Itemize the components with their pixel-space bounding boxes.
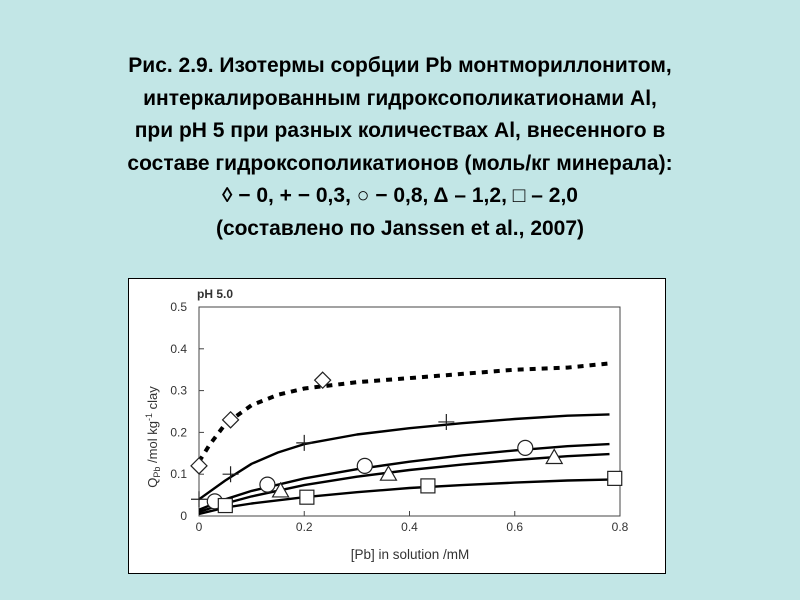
caption-line-4: составе гидроксополикатионов (моль/кг ми… — [127, 151, 673, 175]
y-tick-label: 0.3 — [170, 384, 187, 398]
y-label-end: clay — [145, 386, 160, 413]
y-tick-label: 0.1 — [170, 467, 187, 481]
sorption-isotherm-chart: 0 0.2 0.4 0.6 0.8 0 0.1 0.2 0.3 0.4 0.5 pH 5.0 [Pb… — [144, 287, 629, 562]
y-label-mid: /mol kg — [145, 421, 160, 467]
caption-line-5-legend: ◊ − 0, + − 0,3, ○ − 0,8, Δ – 1,2, □ – 2,… — [222, 184, 578, 207]
fit-curves — [197, 361, 610, 516]
data-point-circle — [356, 457, 373, 474]
y-tick-label: 0.4 — [170, 342, 187, 356]
figure-caption: Рис. 2.9. Изотермы сорбции Pb монтморилл… — [20, 50, 780, 245]
data-point-plus — [438, 413, 455, 430]
data-point-circle — [259, 476, 276, 493]
fit-curve-triangle — [198, 452, 610, 513]
data-point-plus — [222, 466, 239, 483]
data-point-plus — [191, 491, 207, 508]
y-label-sub: Pb — [152, 467, 162, 478]
caption-line-2: интеркалированным гидроксополикатионами … — [143, 86, 657, 110]
fit-curve-plus — [198, 413, 610, 501]
data-point-triangle — [545, 448, 564, 465]
y-label-q: Q — [145, 478, 160, 488]
caption-line-1: Рис. 2.9. Изотермы сорбции Pb монтморилл… — [128, 54, 672, 77]
fit-curve-circle — [198, 442, 610, 511]
data-point-triangle — [271, 481, 290, 498]
data-point-square — [420, 478, 436, 494]
axis-labels: pH 5.0 [Pb] in solution /mM QPb /mol kg-… — [144, 287, 469, 562]
x-tick-label: 0.2 — [296, 520, 313, 534]
x-axis-label: [Pb] in solution /mM — [351, 547, 470, 562]
fit-curve-diamond — [197, 361, 610, 463]
data-point-square — [217, 497, 233, 514]
data-point-diamond — [190, 456, 208, 475]
y-label-sup: -1 — [144, 413, 154, 421]
data-markers — [190, 371, 623, 514]
data-point-plus — [296, 434, 313, 451]
y-axis-label: QPb /mol kg-1 clay — [144, 386, 162, 488]
caption-line-3: при pH 5 при разных количествах Al, внес… — [134, 119, 666, 142]
panel-label-ph: pH 5.0 — [197, 287, 233, 301]
data-point-triangle — [379, 464, 398, 481]
y-tick-label: 0.2 — [170, 425, 187, 439]
y-tick-label: 0 — [180, 509, 187, 523]
x-tick-label: 0.8 — [612, 520, 629, 534]
data-point-circle — [517, 439, 534, 456]
fit-curve-square — [198, 478, 610, 516]
y-tick-label: 0.5 — [170, 300, 187, 314]
data-point-diamond — [313, 371, 332, 389]
data-point-square — [607, 470, 623, 486]
data-point-square — [299, 489, 315, 505]
axes: 0 0.2 0.4 0.6 0.8 0 0.1 0.2 0.3 0.4 0.5 — [170, 300, 628, 534]
x-tick-label: 0 — [196, 520, 203, 534]
chart-panel: 0 0.2 0.4 0.6 0.8 0 0.1 0.2 0.3 0.4 0.5 pH 5.0 [Pb… — [128, 278, 666, 574]
x-tick-label: 0.6 — [506, 520, 523, 534]
x-tick-label: 0.4 — [401, 520, 418, 534]
caption-line-6-source: (составлено по Janssen et al., 2007) — [215, 216, 585, 240]
data-point-diamond — [221, 411, 240, 429]
